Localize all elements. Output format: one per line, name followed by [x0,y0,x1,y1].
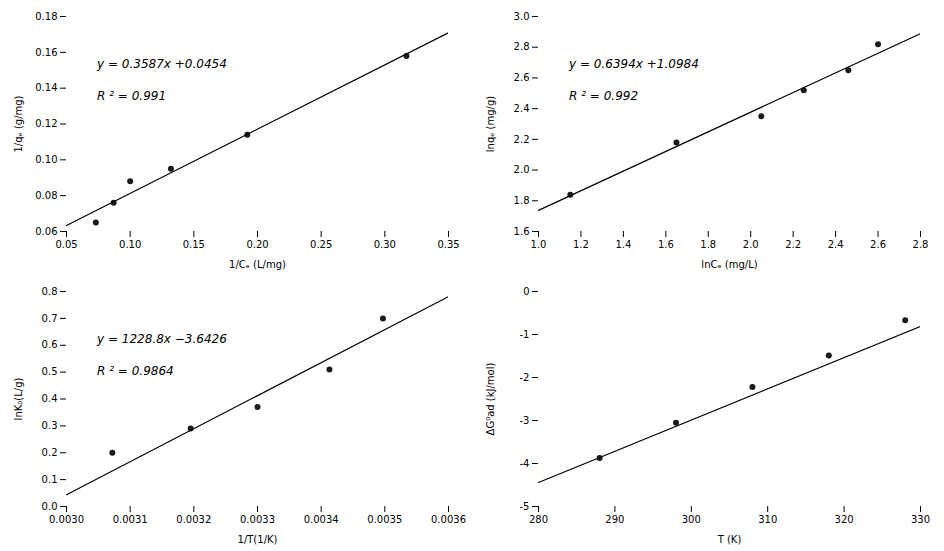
svg-text:R ² = 0.991: R ² = 0.991 [97,89,166,103]
svg-text:1.8: 1.8 [700,239,716,250]
svg-text:1/qₑ (g/mg): 1/qₑ (g/mg) [13,95,24,152]
svg-text:300: 300 [682,514,701,525]
svg-text:2.6: 2.6 [870,239,886,250]
svg-text:330: 330 [911,514,930,525]
svg-text:0: 0 [523,286,529,297]
svg-text:0.1: 0.1 [42,474,58,485]
svg-text:2.0: 2.0 [743,239,759,250]
svg-text:280: 280 [529,514,548,525]
svg-text:0.05: 0.05 [55,239,77,250]
svg-text:2.4: 2.4 [828,239,844,250]
svg-text:0.16: 0.16 [35,47,57,58]
svg-text:R ² = 0.992: R ² = 0.992 [569,89,638,103]
svg-text:0.0035: 0.0035 [367,514,402,525]
svg-text:0.5: 0.5 [42,366,58,377]
svg-text:0.06: 0.06 [35,226,57,237]
svg-text:2.2: 2.2 [514,134,530,145]
svg-text:1.8: 1.8 [514,195,530,206]
svg-text:0.0032: 0.0032 [176,514,211,525]
svg-text:-1: -1 [520,329,530,340]
svg-text:ΔG⁰ad (kJ/mol): ΔG⁰ad (kJ/mol) [485,363,496,436]
svg-text:0.20: 0.20 [246,239,268,250]
svg-text:T (K): T (K) [717,534,742,545]
svg-text:-4: -4 [520,458,530,469]
svg-text:0.14: 0.14 [35,82,57,93]
svg-text:lnCₑ (mg/L): lnCₑ (mg/L) [701,259,757,270]
svg-text:0.0030: 0.0030 [49,514,84,525]
svg-text:2.2: 2.2 [785,239,801,250]
svg-text:320: 320 [835,514,854,525]
svg-text:0.0036: 0.0036 [431,514,466,525]
svg-text:0.8: 0.8 [42,286,58,297]
svg-text:1.4: 1.4 [615,239,631,250]
svg-text:1/Cₑ (L/mg): 1/Cₑ (L/mg) [229,259,286,270]
svg-text:2.0: 2.0 [514,164,530,175]
svg-text:0.0031: 0.0031 [113,514,148,525]
svg-text:0.3: 0.3 [42,420,58,431]
svg-text:0.12: 0.12 [35,118,57,129]
svg-text:lnK₀(L/g): lnK₀(L/g) [13,378,24,421]
svg-text:lnqₑ (mg/g): lnqₑ (mg/g) [485,96,496,153]
svg-text:290: 290 [605,514,624,525]
svg-text:0.0033: 0.0033 [240,514,275,525]
svg-text:1.6: 1.6 [658,239,674,250]
svg-text:0.25: 0.25 [310,239,332,250]
svg-text:y = 0.3587x +0.0454: y = 0.3587x +0.0454 [96,57,227,71]
svg-text:y = 0.6394x +1.0984: y = 0.6394x +1.0984 [568,57,699,71]
svg-text:y = 1228.8x −3.6426: y = 1228.8x −3.6426 [96,332,227,346]
svg-text:0.0: 0.0 [42,501,58,512]
svg-text:-3: -3 [520,415,530,426]
svg-text:3.0: 3.0 [514,11,530,22]
svg-text:0.35: 0.35 [437,239,459,250]
svg-text:1.0: 1.0 [531,239,547,250]
svg-text:0.2: 0.2 [42,447,58,458]
svg-text:0.10: 0.10 [35,154,57,165]
svg-text:0.7: 0.7 [42,313,58,324]
svg-text:1.2: 1.2 [573,239,589,250]
svg-text:-2: -2 [520,372,530,383]
svg-text:310: 310 [758,514,777,525]
svg-text:R ² = 0.9864: R ² = 0.9864 [97,364,174,378]
svg-text:0.30: 0.30 [374,239,396,250]
svg-text:2.6: 2.6 [514,72,530,83]
svg-text:0.18: 0.18 [35,11,57,22]
svg-text:2.8: 2.8 [514,41,530,52]
svg-text:0.6: 0.6 [42,339,58,350]
svg-text:2.8: 2.8 [913,239,929,250]
svg-text:0.15: 0.15 [183,239,205,250]
svg-text:2.4: 2.4 [514,103,530,114]
svg-text:0.10: 0.10 [119,239,141,250]
svg-text:0.08: 0.08 [35,190,57,201]
svg-text:1/T(1/K): 1/T(1/K) [238,534,278,545]
svg-text:-5: -5 [520,501,530,512]
svg-text:1.6: 1.6 [514,226,530,237]
svg-text:0.4: 0.4 [42,393,58,404]
svg-text:0.0034: 0.0034 [304,514,339,525]
